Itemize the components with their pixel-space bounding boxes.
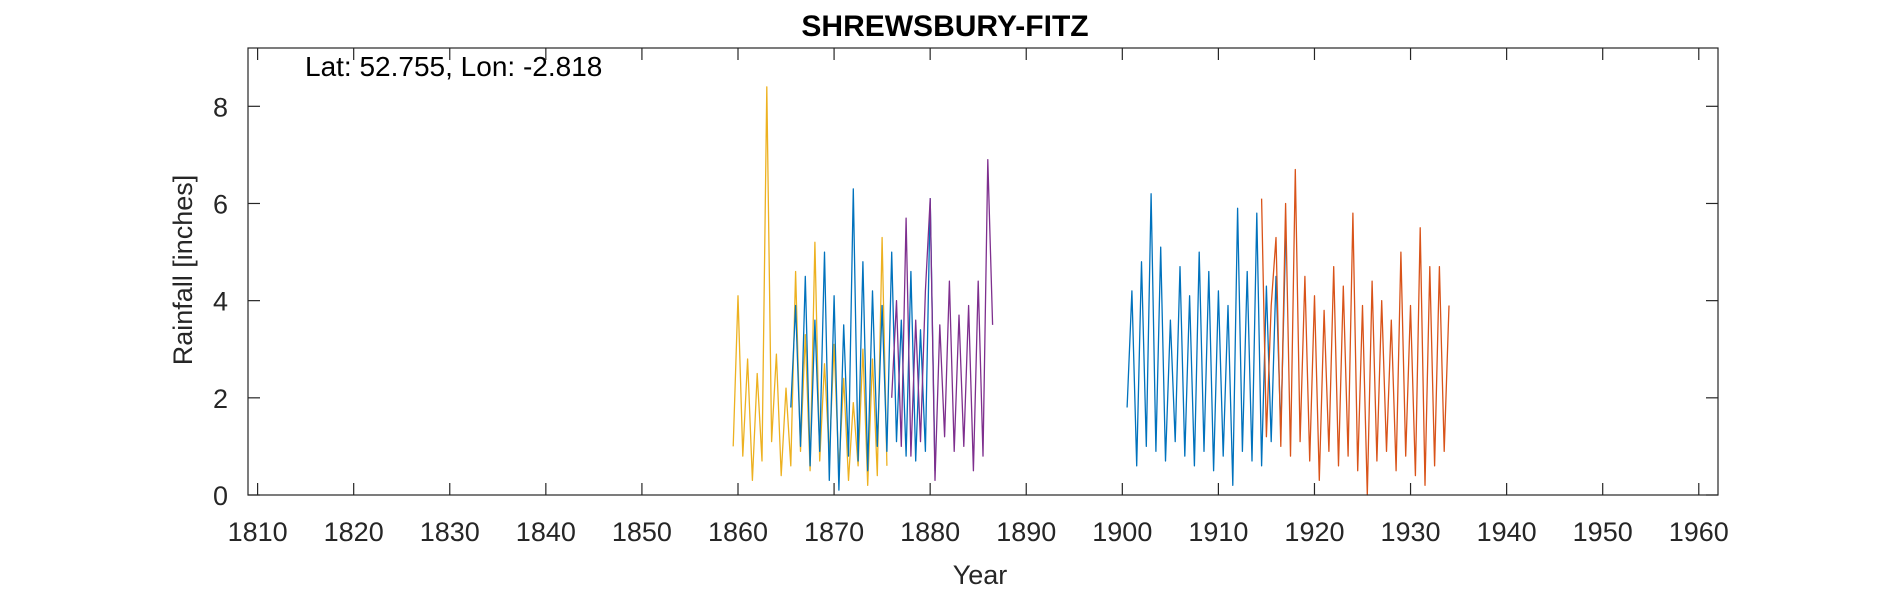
series-line-5 — [1260, 168, 1450, 496]
series-line-4 — [1126, 193, 1287, 486]
x-ticks: 1810 1820 1830 1840 1850 1860 1870 1880 1890 1900… — [228, 48, 1729, 547]
x-tick-label: 1890 — [996, 517, 1056, 547]
x-tick-label: 1910 — [1188, 517, 1248, 547]
x-tick-label: 1880 — [900, 517, 960, 547]
y-ticks: 0 2 4 6 8 — [213, 92, 1718, 511]
x-tick-label: 1820 — [324, 517, 384, 547]
series-line-1 — [732, 86, 888, 486]
y-tick-label: 4 — [213, 287, 228, 317]
x-tick-label: 1960 — [1669, 517, 1729, 547]
x-tick-label: 1830 — [420, 517, 480, 547]
x-tick-label: 1920 — [1284, 517, 1344, 547]
x-axis-label: Year — [953, 560, 1008, 590]
plot-lines — [732, 86, 1450, 496]
x-tick-label: 1850 — [612, 517, 672, 547]
x-tick-label: 1870 — [804, 517, 864, 547]
series-line-2 — [790, 188, 936, 491]
x-tick-label: 1860 — [708, 517, 768, 547]
x-tick-label: 1810 — [228, 517, 288, 547]
y-tick-label: 0 — [213, 481, 228, 511]
x-tick-label: 1930 — [1381, 517, 1441, 547]
coordinate-annotation: Lat: 52.755, Lon: -2.818 — [305, 51, 602, 82]
y-tick-label: 6 — [213, 189, 228, 219]
x-tick-label: 1950 — [1573, 517, 1633, 547]
y-tick-label: 2 — [213, 384, 228, 414]
x-tick-label: 1900 — [1092, 517, 1152, 547]
x-tick-label: 1840 — [516, 517, 576, 547]
plot-frame — [247, 47, 1719, 496]
series-line-3 — [891, 159, 994, 482]
chart-title: SHREWSBURY-FITZ — [801, 10, 1088, 43]
x-tick-label: 1940 — [1477, 517, 1537, 547]
y-tick-label: 8 — [213, 92, 228, 122]
y-axis-label: Rainfall [inches] — [168, 175, 198, 366]
